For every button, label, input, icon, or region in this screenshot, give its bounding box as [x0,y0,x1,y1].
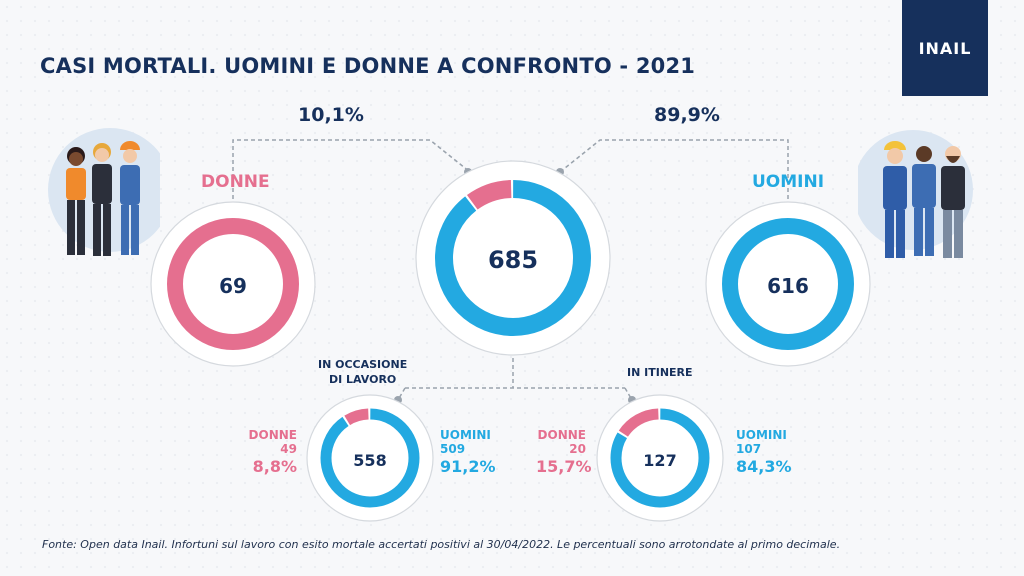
section-work-label: IN OCCASIONE DI LAVORO [318,357,407,387]
commute-women-label: DONNE [537,428,586,442]
donut-total-work: 558 [353,451,386,470]
donut-segment-work-uomini [320,408,420,508]
footer-source-note: Fonte: Open data Inail. Infortuni sul la… [42,538,841,551]
section-work-line2: DI LAVORO [328,373,397,386]
commute-women-percent: 15,7% [536,457,592,476]
women-percent-main: 10,1% [298,104,364,126]
donut-total-women: 69 [219,274,247,298]
donut-segment-main-uomini [435,180,591,336]
women-workers-illustration [48,128,160,256]
women-label: DONNE [201,172,270,192]
work-men-value: 509 [440,442,466,456]
donut-total-commute: 127 [643,451,676,470]
section-work-line1: IN OCCASIONE [318,358,408,371]
men-label: UOMINI [752,172,825,192]
donut-total-men: 616 [767,274,809,298]
work-women-percent: 8,8% [252,457,297,476]
men-percent-main: 89,9% [654,104,720,126]
commute-men-block: UOMINI 107 84,3% [736,428,792,476]
page-title: CASI MORTALI. UOMINI E DONNE A CONFRONTO… [40,54,696,78]
commute-men-percent: 84,3% [736,457,792,476]
work-women-value: 49 [280,442,297,456]
work-women-label: DONNE [248,428,297,442]
donut-segment-men-uomini [722,218,854,350]
inail-logo: INAIL [902,0,988,96]
work-men-label: UOMINI [440,428,491,442]
commute-men-value: 107 [736,442,762,456]
work-men-block: UOMINI 509 91,2% [440,428,496,476]
donut-total-main: 685 [488,246,538,274]
work-women-block: DONNE 49 8,8% [247,428,297,476]
commute-men-label: UOMINI [736,428,787,442]
work-men-percent: 91,2% [440,457,496,476]
section-commute-label: IN ITINERE [627,366,693,379]
men-workers-illustration [858,130,973,258]
commute-women-value: 20 [569,442,586,456]
donut-segment-women-donne [167,218,299,350]
commute-women-block: DONNE 20 15,7% [536,428,592,476]
donut-segment-commute-uomini [610,408,710,508]
